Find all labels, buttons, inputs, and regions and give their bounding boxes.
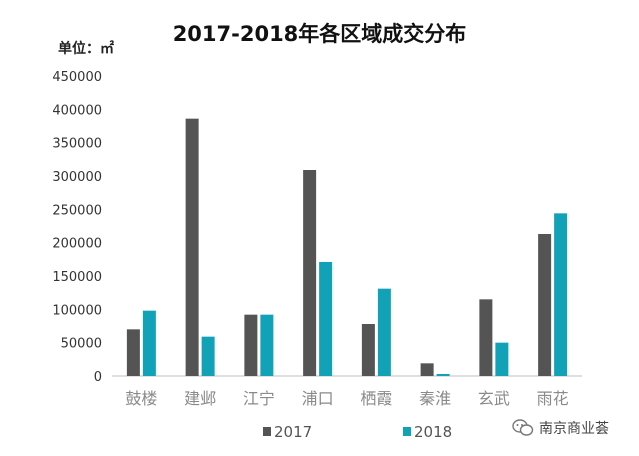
y-axis-ticks: 0 50000 100000 150000 200000 250000 300000 3500… (52, 70, 102, 385)
bar-2017 (479, 299, 493, 376)
legend-swatch (403, 427, 411, 436)
x-tick-label: 栖霞 (360, 389, 392, 408)
bar-2017 (126, 329, 140, 376)
x-tick-label: 鼓楼 (125, 389, 157, 408)
x-tick-label: 浦口 (302, 389, 334, 408)
y-tick-label: 0 (94, 370, 102, 385)
bar-2018 (495, 342, 509, 376)
bar-2017 (303, 170, 317, 376)
x-tick-label: 雨花 (537, 389, 569, 408)
y-tick-label: 350000 (52, 137, 102, 152)
y-tick-label: 150000 (52, 270, 102, 285)
y-tick-label: 250000 (52, 203, 102, 218)
legend-swatch (263, 427, 271, 436)
bar-2017 (361, 324, 375, 376)
bar-2018 (319, 262, 333, 376)
x-tick-label: 江宁 (243, 389, 275, 408)
bar-2018 (377, 288, 391, 376)
legend-label: 2018 (414, 423, 452, 441)
bar-2017 (420, 363, 434, 376)
bar-2018 (201, 336, 215, 376)
bar-2017 (538, 234, 552, 376)
bar-2018 (436, 374, 450, 376)
bar-2018 (554, 213, 568, 376)
y-tick-label: 200000 (52, 237, 102, 252)
y-tick-label: 450000 (52, 70, 102, 85)
x-axis-ticks: 鼓楼 建邺 江宁 浦口 栖霞 秦淮 玄武 雨花 (125, 389, 568, 408)
y-tick-label: 50000 (61, 337, 102, 352)
unit-label: 单位：㎡ (58, 41, 114, 57)
bar-2018 (142, 310, 156, 376)
x-tick-label: 玄武 (478, 389, 510, 408)
y-tick-label: 400000 (52, 103, 102, 118)
y-tick-label: 100000 (52, 303, 102, 318)
x-tick-label: 建邺 (184, 389, 216, 408)
wechat-icon (512, 419, 534, 436)
bar-2017 (185, 118, 199, 377)
bars (126, 118, 568, 377)
watermark: 南京商业荟 (512, 418, 609, 438)
legend-label: 2017 (274, 423, 312, 441)
bar-2017 (244, 314, 258, 376)
watermark-text: 南京商业荟 (539, 421, 609, 437)
chart-title: 2017-2018年各区域成交分布 (172, 22, 467, 46)
legend: 2017 2018 (263, 423, 452, 441)
y-tick-label: 300000 (52, 170, 102, 185)
x-tick-label: 秦淮 (419, 389, 451, 408)
bar-2018 (260, 314, 274, 376)
